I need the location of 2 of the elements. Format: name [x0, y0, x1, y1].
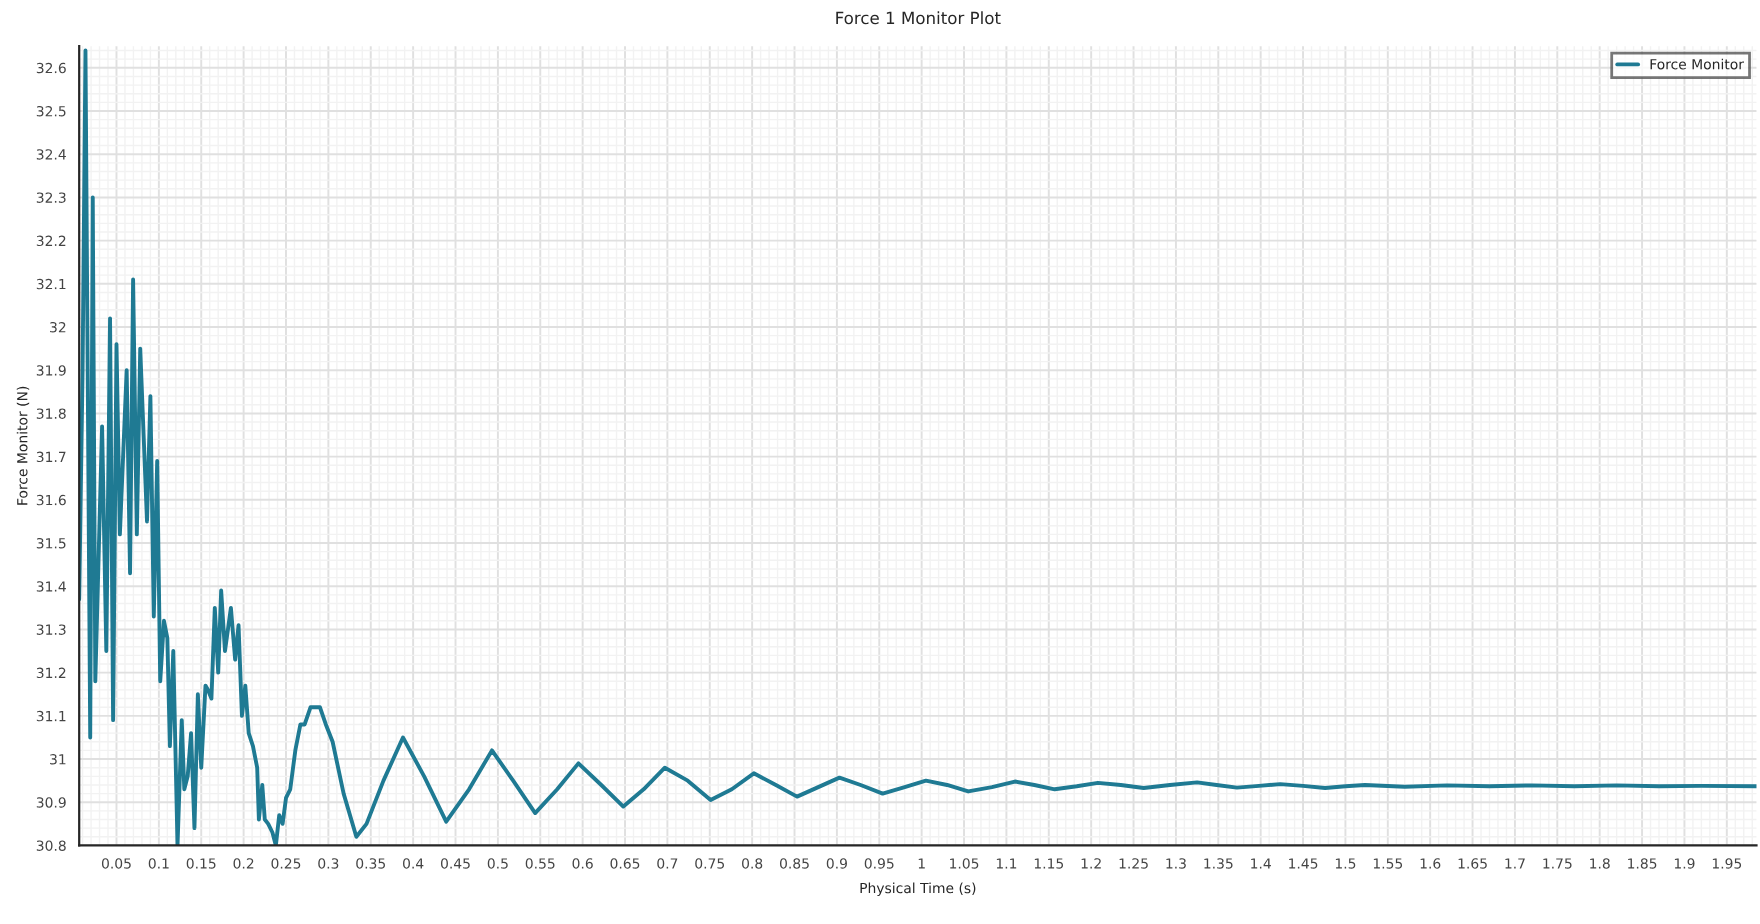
line-series	[79, 48, 1757, 846]
chart-title: Force 1 Monitor Plot	[836, 11, 1001, 25]
